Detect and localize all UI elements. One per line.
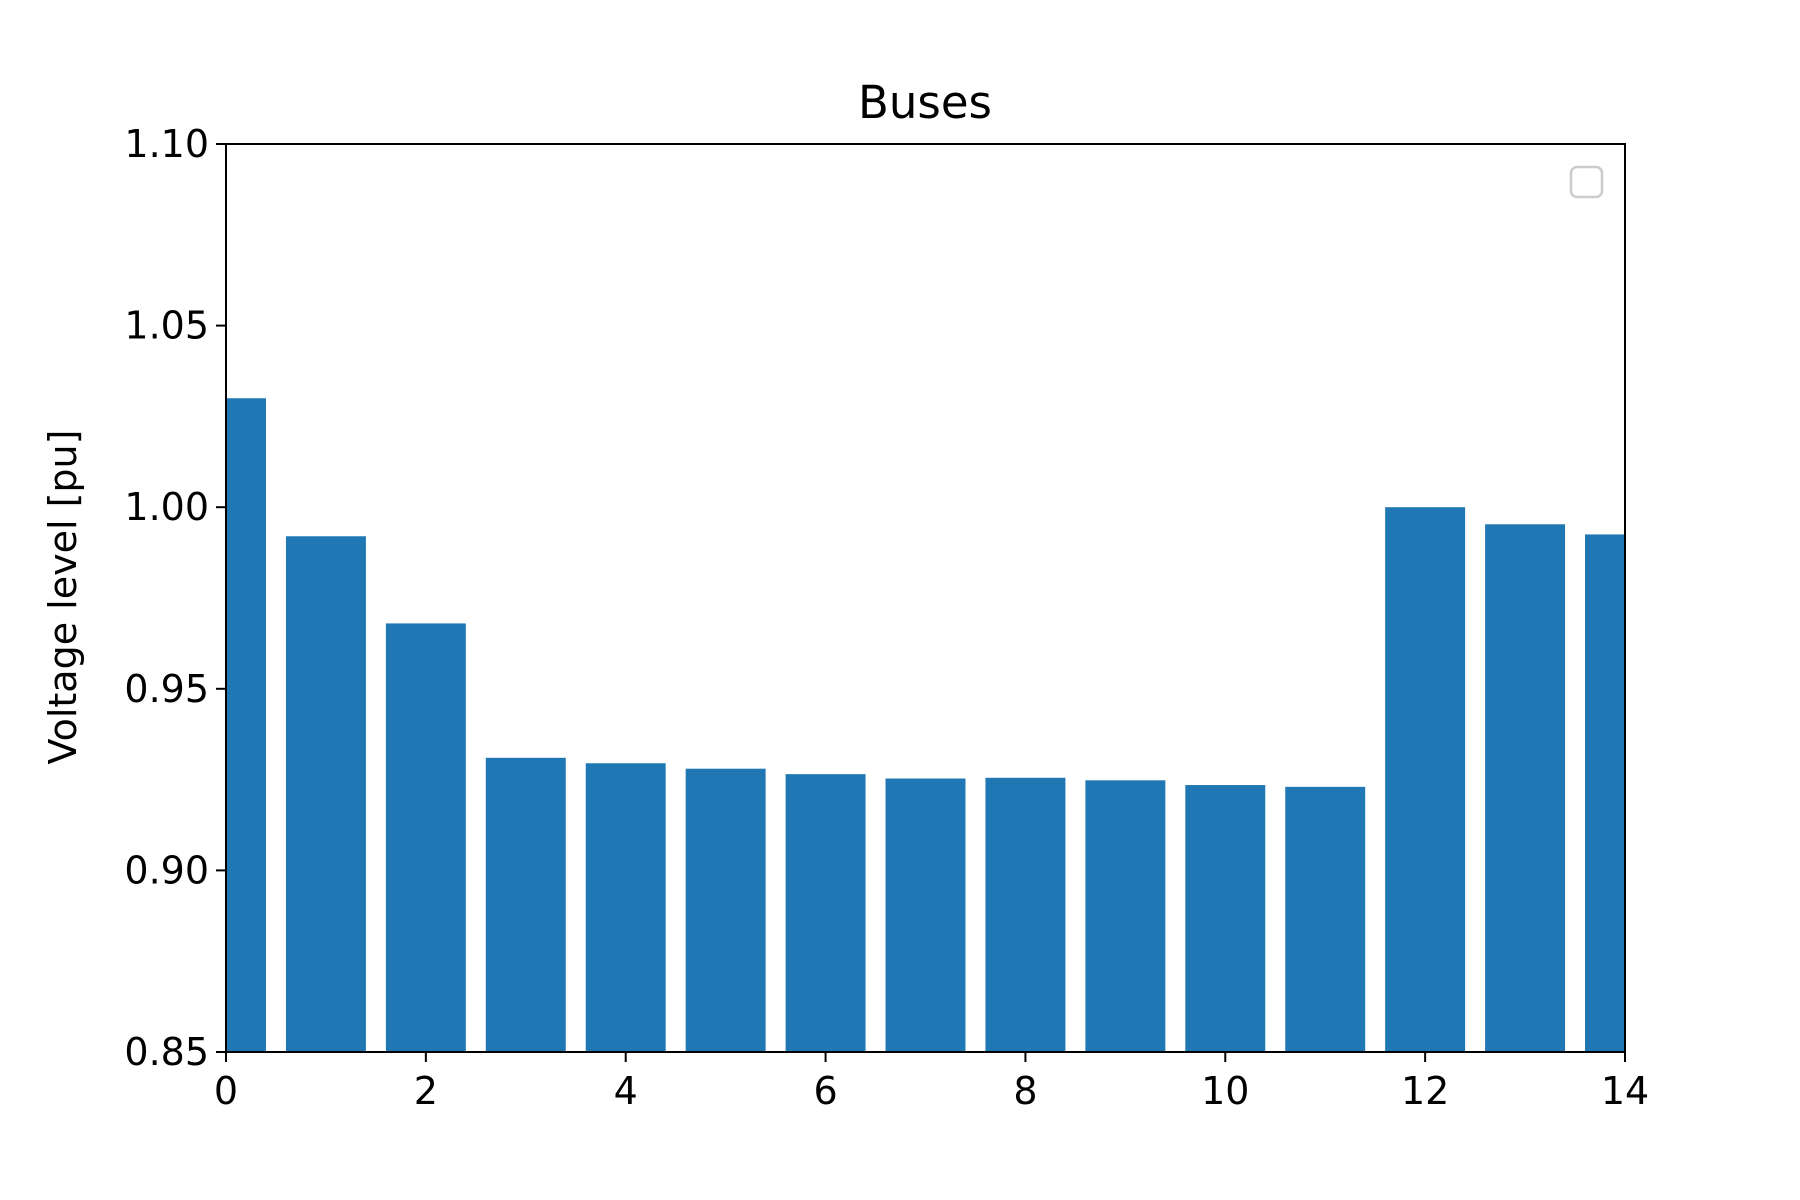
x-tick-label: 8 (1013, 1069, 1037, 1113)
y-tick-label: 1.05 (124, 304, 209, 348)
y-tick-label: 0.95 (124, 667, 209, 711)
x-tick-label: 14 (1601, 1069, 1649, 1113)
bar-2 (385, 623, 466, 1052)
bar-11 (1285, 786, 1366, 1052)
bar-5 (685, 768, 766, 1052)
y-tick-label: 0.90 (124, 848, 209, 892)
bar-9 (1085, 780, 1166, 1052)
y-tick-label: 1.00 (124, 485, 209, 529)
bar-0 (226, 398, 266, 1052)
bar-1 (285, 536, 366, 1052)
bar-12 (1385, 507, 1466, 1052)
x-tick-label: 2 (414, 1069, 438, 1113)
bar-13 (1485, 524, 1566, 1052)
plot-frame (225, 143, 1626, 1053)
x-tick-label: 6 (813, 1069, 837, 1113)
x-axis-ticks: 0 2 4 6 8 10 12 14 (214, 1052, 1649, 1113)
bar-8 (985, 777, 1066, 1052)
y-tick-label: 1.10 (124, 122, 209, 166)
y-axis-label: Voltage level [pu] (41, 430, 85, 765)
x-tick-label: 4 (614, 1069, 638, 1113)
bar-14 (1585, 534, 1625, 1052)
y-tick-label: 0.85 (124, 1030, 209, 1074)
x-tick-label: 12 (1401, 1069, 1449, 1113)
bar-7 (885, 778, 966, 1052)
bars-group (226, 398, 1625, 1052)
bar-6 (785, 774, 866, 1052)
legend-box (1569, 165, 1604, 199)
bar-10 (1185, 785, 1266, 1052)
x-tick-label: 10 (1201, 1069, 1249, 1113)
y-axis-ticks: 0.85 0.90 0.95 1.00 1.05 1.10 (124, 122, 226, 1074)
chart-title: Buses (858, 76, 992, 129)
x-tick-label: 0 (214, 1069, 238, 1113)
bar-3 (485, 757, 566, 1052)
bar-4 (585, 763, 666, 1052)
